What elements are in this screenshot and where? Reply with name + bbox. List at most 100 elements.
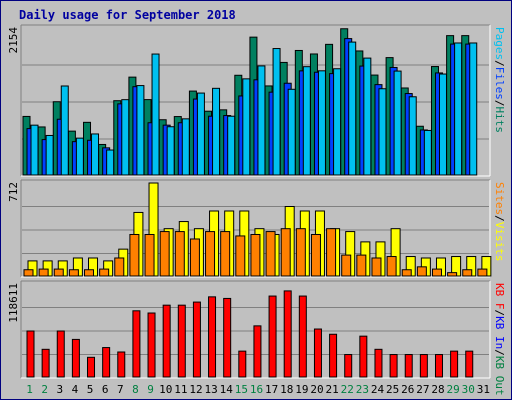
bar-pages: [60, 85, 69, 176]
bar-pages: [333, 68, 342, 176]
bar-pages: [196, 92, 205, 176]
bar-sites: [144, 233, 155, 277]
bar-kb-f: [41, 348, 50, 378]
x-tick-label: 17: [265, 383, 278, 396]
x-tick-label: 16: [250, 383, 263, 396]
bar-pages: [212, 87, 221, 176]
bar-kb-f: [389, 354, 398, 378]
x-tick-label: 29: [447, 383, 460, 396]
bar-pages: [408, 96, 417, 176]
bar-pages: [363, 57, 372, 176]
x-tick-label: 11: [174, 383, 187, 396]
bar-pages: [136, 85, 145, 176]
bar-sites: [53, 268, 64, 277]
bar-pages: [438, 73, 447, 176]
bar-kb-f: [283, 290, 292, 378]
bar-kb-f: [465, 350, 474, 378]
x-tick-label: 31: [477, 383, 490, 396]
x-tick-label: 6: [102, 383, 109, 396]
x-tick-label: 21: [326, 383, 339, 396]
bar-sites: [235, 235, 246, 277]
legend-item: Files: [493, 67, 506, 100]
bar-pages: [454, 42, 463, 176]
bar-sites: [326, 228, 337, 277]
x-tick-label: 23: [356, 383, 369, 396]
legend-separator: /: [493, 349, 506, 356]
x-tick-label: 7: [117, 383, 124, 396]
legend-item: Visits: [493, 222, 506, 262]
bar-pages: [317, 70, 326, 176]
x-tick-label: 19: [295, 383, 308, 396]
bar-sites: [99, 268, 110, 277]
y-max-label: 2154: [7, 27, 20, 54]
bar-kb-f: [419, 354, 428, 378]
bar-sites: [371, 257, 382, 277]
bar-sites: [356, 254, 367, 277]
bar-sites: [416, 266, 427, 277]
bar-kb-f: [434, 354, 443, 378]
bar-sites: [295, 228, 306, 277]
x-tick-label: 22: [341, 383, 354, 396]
bar-kb-f: [71, 338, 80, 378]
bar-sites: [341, 254, 352, 277]
bar-kb-f: [56, 330, 65, 378]
x-tick-label: 2: [41, 383, 48, 396]
bar-pages: [227, 115, 236, 176]
legend: KB F/KB In/KB Out: [493, 283, 506, 396]
x-tick-label: 30: [462, 383, 475, 396]
bar-pages: [423, 129, 432, 176]
bar-kb-f: [359, 335, 368, 378]
legend-separator: /: [493, 310, 506, 317]
x-tick-label: 28: [431, 383, 444, 396]
bar-kb-f: [87, 356, 96, 378]
bar-sites: [68, 269, 79, 277]
bar-kb-f: [268, 295, 277, 378]
bar-sites: [114, 257, 125, 277]
bar-sites: [280, 228, 291, 277]
bar-pages: [151, 53, 160, 176]
x-tick-label: 24: [371, 383, 385, 396]
bar-pages: [393, 70, 402, 176]
bar-kb-f: [162, 304, 171, 378]
bar-sites: [447, 272, 458, 277]
chart-title: Daily usage for September 2018: [19, 8, 236, 22]
bar-pages: [91, 133, 100, 176]
legend: Sites/Visits: [493, 182, 506, 262]
bar-sites: [265, 231, 276, 277]
x-tick-label: 14: [220, 383, 234, 396]
legend-separator: /: [493, 215, 506, 222]
bar-pages: [166, 126, 175, 176]
bar-kb-f: [147, 312, 156, 378]
x-tick-label: 12: [189, 383, 202, 396]
bar-kb-f: [374, 348, 383, 378]
y-max-label: 712: [7, 182, 20, 202]
x-tick-label: 27: [416, 383, 429, 396]
bar-pages: [242, 78, 251, 176]
bar-sites: [129, 233, 140, 277]
bar-kb-f: [132, 310, 141, 378]
x-tick-label: 8: [132, 383, 139, 396]
legend-item: Sites: [493, 182, 506, 215]
x-tick-label: 26: [401, 383, 414, 396]
legend-item: Hits: [493, 107, 506, 134]
bar-sites: [386, 256, 397, 277]
bar-sites: [38, 268, 49, 277]
panel-middle: 712 Sites/Visits: [7, 179, 506, 278]
bar-kb-f: [177, 304, 186, 378]
bar-sites: [205, 231, 216, 277]
legend-separator: /: [493, 100, 506, 107]
bar-sites: [431, 268, 442, 277]
bar-pages: [302, 66, 311, 176]
x-tick-label: 25: [386, 383, 399, 396]
bar-sites: [477, 268, 488, 277]
x-tick-label: 1: [26, 383, 33, 396]
bar-pages: [257, 65, 266, 176]
bar-kb-f: [238, 350, 247, 378]
panel-top: 2154 Pages/Files/Hits: [7, 24, 506, 177]
bar-sites: [174, 231, 185, 277]
bar-pages: [287, 88, 296, 176]
bar-sites: [159, 231, 170, 277]
bar-pages: [378, 88, 387, 176]
bar-pages: [121, 99, 130, 176]
bar-kb-f: [208, 296, 217, 378]
